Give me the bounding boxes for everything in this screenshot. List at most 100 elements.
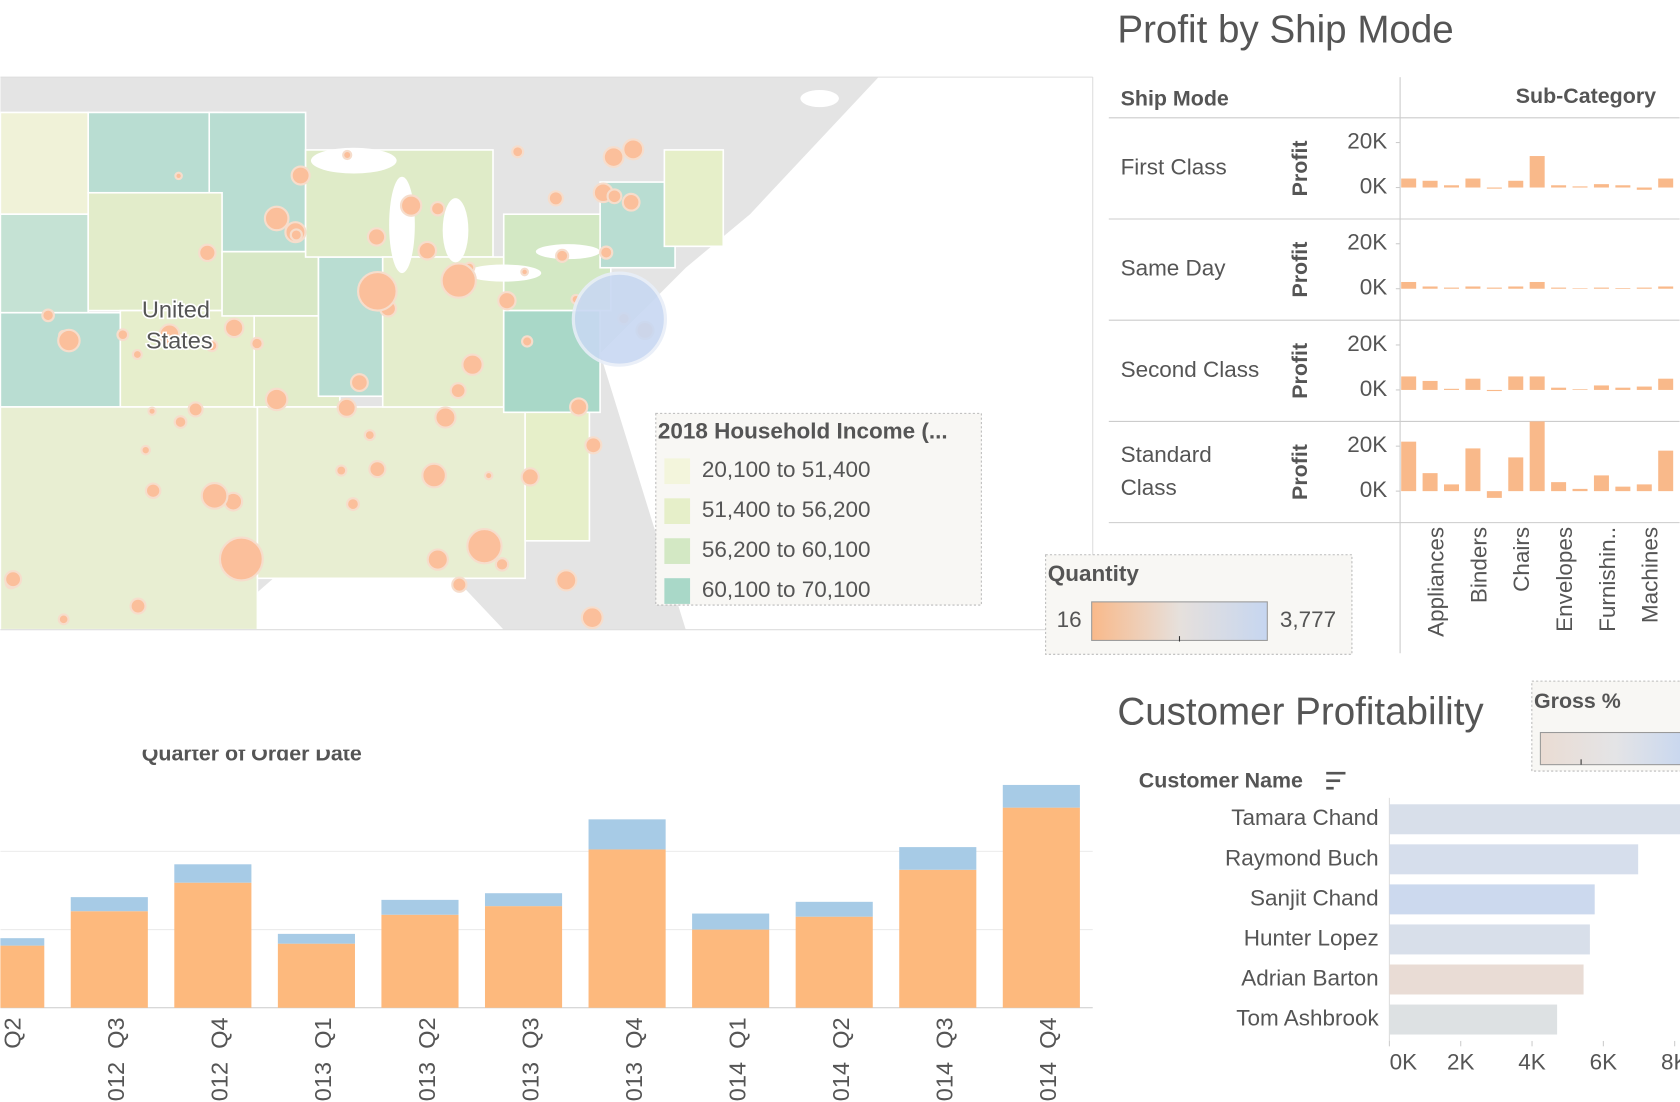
x-tick-label: 2013 Q4	[621, 1017, 647, 1102]
state	[0, 406, 259, 630]
bar-segment	[0, 938, 45, 946]
map-point	[497, 290, 517, 311]
map-point	[263, 205, 290, 232]
state	[0, 111, 90, 215]
bar-segment	[692, 929, 770, 1008]
map-point	[174, 171, 183, 181]
map-point	[57, 613, 70, 626]
map-point	[466, 527, 503, 565]
bar	[1593, 287, 1609, 289]
y-tick-label: Raymond Buch	[1225, 845, 1379, 870]
lake	[535, 244, 601, 260]
lake	[800, 89, 839, 108]
bar	[1658, 178, 1674, 188]
state	[663, 149, 725, 248]
map-point	[289, 228, 303, 242]
x-tick-label: 2K	[1447, 1049, 1474, 1074]
bar	[1551, 482, 1567, 492]
bar	[1636, 386, 1652, 390]
bar	[1529, 376, 1545, 390]
bar	[1389, 924, 1590, 955]
map-point	[606, 188, 623, 205]
x-tick-label: Envelopes	[1552, 527, 1577, 632]
state	[221, 250, 320, 317]
bar	[1444, 185, 1460, 188]
y-tick-label: 20K	[1347, 128, 1387, 153]
map-point	[116, 328, 130, 342]
country-label: United States	[142, 297, 217, 354]
bar	[1389, 884, 1595, 915]
map-point	[547, 190, 564, 207]
x-tick-label: Appliances	[1424, 527, 1449, 637]
map-point	[345, 497, 360, 512]
map-point	[569, 397, 589, 417]
map-point	[417, 240, 438, 261]
chart-title: Profit by Ship Mode	[1117, 8, 1453, 51]
map-point	[451, 576, 468, 593]
map-point	[368, 460, 387, 479]
legend-swatch	[664, 458, 691, 485]
y-tick-label: 0K	[1360, 275, 1387, 300]
map-point	[580, 606, 604, 630]
x-tick-label: 2014 Q2	[828, 1017, 854, 1102]
map-point	[449, 382, 467, 400]
lake	[389, 176, 415, 274]
x-tick-label: Furnishin..	[1595, 527, 1620, 632]
y-tick-label: Tom Ashbrook	[1236, 1005, 1379, 1030]
map-point	[342, 149, 353, 161]
y-axis-label: Profit	[1288, 140, 1312, 196]
bar	[1508, 457, 1524, 492]
chart-title: Quarter of Order Date	[142, 742, 362, 766]
map-point	[363, 429, 376, 442]
x-tick-label: Machines	[1638, 527, 1663, 623]
map-point	[250, 336, 264, 351]
map-point	[621, 192, 641, 212]
bar-segment	[174, 864, 252, 883]
map-point	[366, 227, 387, 247]
sort-icon	[1326, 771, 1346, 790]
map-point	[158, 323, 181, 346]
bar	[1529, 156, 1545, 188]
map-point	[520, 267, 529, 277]
bar-segment	[588, 849, 666, 1008]
bar	[1401, 376, 1417, 390]
legend-swatch	[664, 538, 691, 564]
map: United States	[0, 77, 1093, 630]
y-tick-label: Hunter Lopez	[1244, 925, 1379, 950]
bar	[1551, 387, 1567, 390]
map-point	[144, 482, 162, 500]
y-axis-label: Profit	[1288, 444, 1312, 500]
x-tick-label: 2014 Q4	[1035, 1017, 1061, 1102]
bar	[1444, 388, 1460, 390]
bar	[1389, 964, 1584, 995]
map-point	[131, 348, 143, 361]
x-tick-label: 4K	[1518, 1049, 1545, 1074]
bar	[1465, 378, 1481, 390]
bar	[1529, 281, 1545, 289]
map-legend: 2018 Household Income (... 20,100 to 51,…	[655, 412, 982, 606]
row-label: First Class	[1121, 154, 1227, 179]
bar	[1572, 488, 1588, 492]
map-point	[290, 165, 311, 186]
state	[208, 111, 307, 253]
bar	[1615, 185, 1631, 188]
state	[87, 111, 223, 194]
bar	[1389, 1004, 1558, 1035]
bar	[1422, 180, 1438, 188]
bar	[1465, 286, 1481, 289]
bar	[1422, 473, 1438, 492]
y-tick-label: 20K	[1347, 432, 1387, 457]
legend-max: 3,777	[1280, 607, 1336, 632]
state	[0, 213, 90, 314]
bar	[1658, 378, 1674, 390]
bar	[1422, 286, 1438, 289]
legend-swatch	[664, 578, 691, 604]
map-point	[147, 406, 157, 416]
map-point	[335, 464, 348, 477]
y-tick-label: 0K	[1360, 376, 1387, 401]
y-tick-label: Tamara Chand	[1231, 805, 1378, 830]
x-tick-label: 2012 Q4	[207, 1017, 233, 1102]
bar	[1529, 421, 1545, 492]
